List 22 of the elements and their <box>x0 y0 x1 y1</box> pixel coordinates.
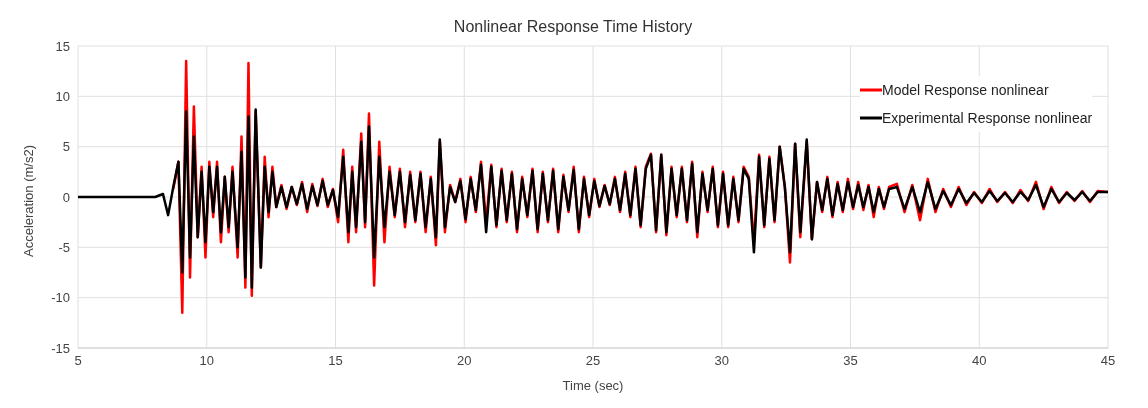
y-tick-label: -10 <box>51 290 70 306</box>
x-tick-label: 15 <box>328 353 343 369</box>
x-tick-label: 20 <box>457 353 472 369</box>
x-tick-label: 5 <box>74 353 82 369</box>
x-axis-title: Time (sec) <box>562 378 624 393</box>
y-tick-label: 10 <box>55 88 70 104</box>
line-series <box>78 108 1108 289</box>
y-axis-title: Acceleration (m/s2) <box>20 145 36 257</box>
x-tick-label: 25 <box>585 353 601 369</box>
x-tick-label: 45 <box>1100 353 1116 369</box>
y-tick-label: 5 <box>62 139 70 155</box>
x-tick-label: 30 <box>714 353 729 369</box>
chart-title: Nonlinear Response Time History <box>452 18 694 36</box>
y-tick-label: -5 <box>58 239 70 255</box>
x-tick-label: 40 <box>972 353 987 369</box>
x-tick-label: 35 <box>843 353 858 369</box>
legend-label: Experimental Response nonlinear <box>882 109 1093 128</box>
y-tick-label: 0 <box>62 189 70 205</box>
y-tick-label: 15 <box>55 38 70 54</box>
legend-label: Model Response nonlinear <box>882 81 1049 100</box>
x-tick-label: 10 <box>199 353 214 369</box>
y-tick-label: -15 <box>51 340 70 356</box>
